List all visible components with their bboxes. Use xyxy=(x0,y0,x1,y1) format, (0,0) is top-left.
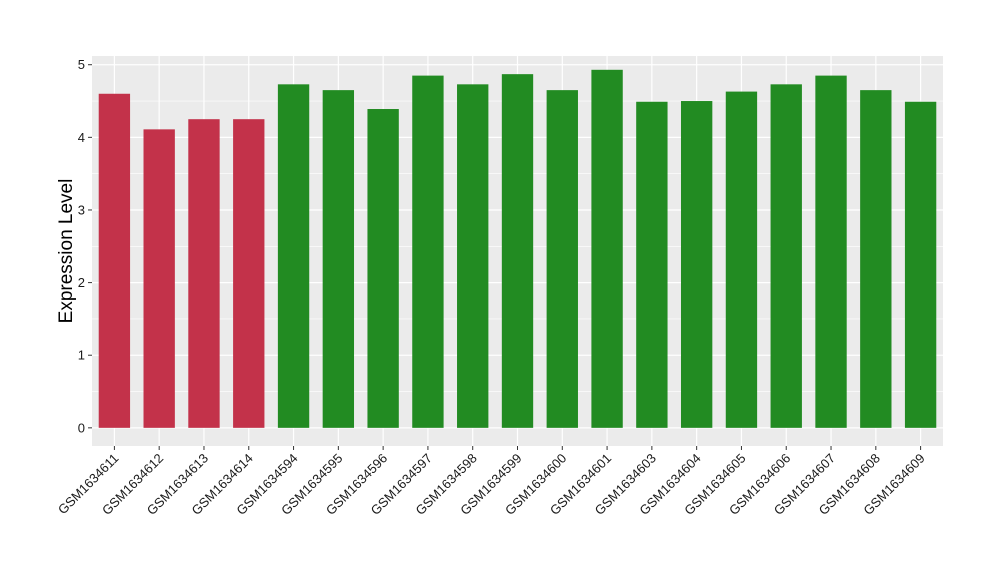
y-axis-title: Expression Level xyxy=(56,179,77,324)
bar-gsm1634612 xyxy=(143,129,175,428)
bar-gsm1634614 xyxy=(233,119,265,428)
bar-gsm1634613 xyxy=(188,119,220,428)
bar-gsm1634605 xyxy=(725,91,758,428)
bar-gsm1634609 xyxy=(904,101,937,428)
bar-gsm1634600 xyxy=(546,90,578,428)
y-tick-label: 3 xyxy=(78,202,85,217)
y-tick-label: 5 xyxy=(78,57,85,72)
bar-gsm1634607 xyxy=(815,75,847,428)
y-axis: 0 1 2 3 4 5 xyxy=(78,57,92,435)
bar-gsm1634599 xyxy=(501,74,534,428)
bar-gsm1634611 xyxy=(98,93,131,428)
bar-gsm1634603 xyxy=(636,101,668,428)
y-tick-label: 0 xyxy=(78,420,85,435)
x-axis: GSM1634611GSM1634612GSM1634613GSM1634614… xyxy=(55,446,928,518)
y-tick-label: 4 xyxy=(78,130,85,145)
bar-gsm1634601 xyxy=(591,69,623,428)
bar-gsm1634594 xyxy=(277,84,310,428)
bar-gsm1634597 xyxy=(412,75,444,428)
bars-group xyxy=(98,69,937,428)
bar-gsm1634608 xyxy=(860,90,892,428)
bar-gsm1634595 xyxy=(322,90,355,428)
y-tick-label: 2 xyxy=(78,275,85,290)
bar-gsm1634596 xyxy=(367,109,399,428)
bar-gsm1634604 xyxy=(680,101,713,428)
bar-gsm1634606 xyxy=(770,84,802,428)
y-tick-label: 1 xyxy=(78,348,85,363)
bar-gsm1634598 xyxy=(457,84,489,428)
